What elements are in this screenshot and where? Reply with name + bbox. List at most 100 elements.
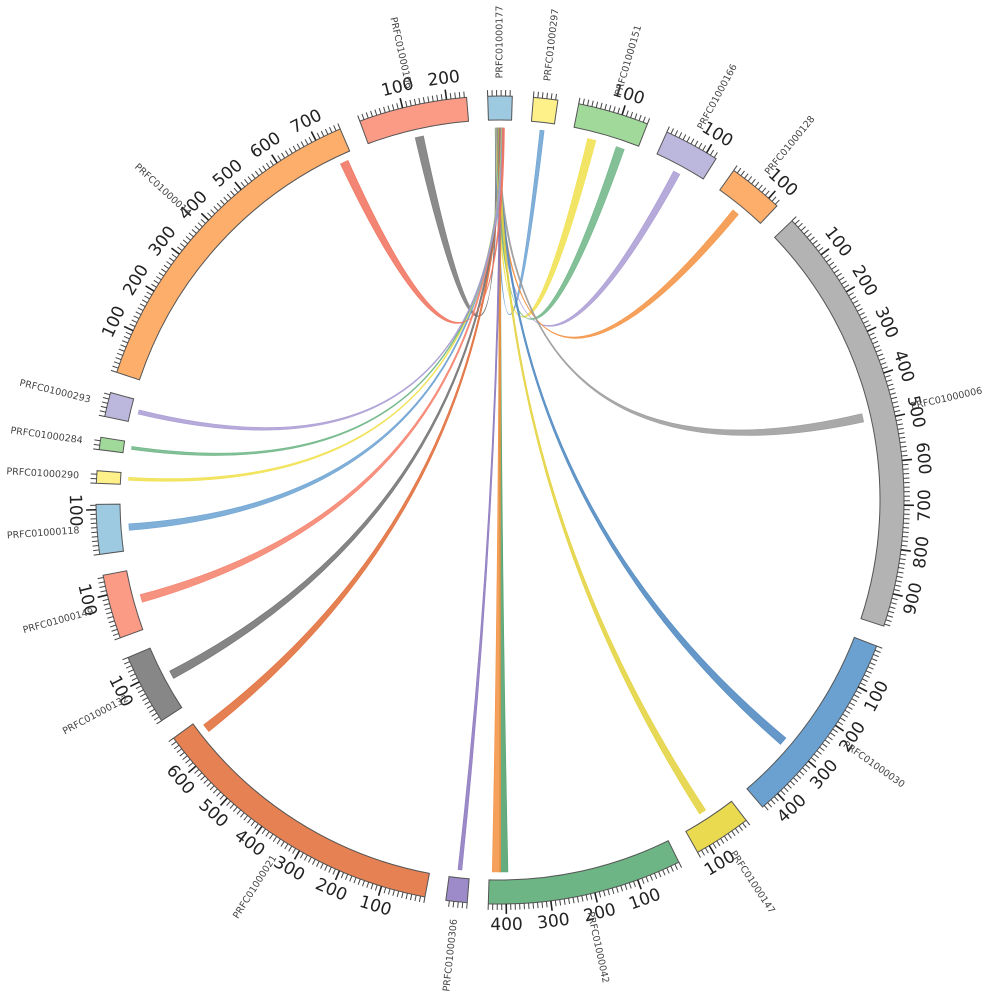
minor-tick — [236, 809, 242, 815]
ticks-layer — [86, 89, 914, 914]
major-tick — [310, 131, 317, 141]
minor-tick — [440, 94, 443, 101]
minor-tick — [251, 173, 256, 179]
minor-tick — [902, 463, 909, 466]
link-prfc01000290 — [128, 127, 504, 482]
chromosome-label-prfc01000297: PRFC01000297 — [542, 8, 561, 82]
minor-tick — [853, 694, 860, 699]
minor-tick — [269, 160, 274, 166]
minor-tick — [690, 138, 695, 145]
minor-tick — [258, 168, 263, 174]
minor-tick — [328, 866, 332, 873]
minor-tick — [774, 199, 780, 205]
segment-prfc01000014 — [116, 128, 351, 381]
minor-tick — [902, 535, 909, 538]
major-tick — [219, 797, 228, 806]
minor-tick — [262, 165, 267, 171]
minor-tick — [789, 780, 795, 786]
minor-tick — [111, 628, 118, 632]
minor-tick — [847, 705, 853, 710]
minor-tick — [537, 902, 539, 909]
minor-tick — [161, 268, 167, 273]
minor-tick — [653, 873, 658, 880]
minor-tick — [818, 247, 824, 252]
tick-label: 100 — [626, 885, 663, 915]
minor-tick — [832, 728, 839, 733]
minor-tick — [244, 179, 249, 185]
tick-label: 700 — [287, 105, 325, 138]
major-tick — [883, 369, 894, 374]
segment-prfc01000042 — [487, 840, 680, 905]
minor-tick — [742, 822, 747, 829]
minor-tick — [239, 812, 245, 818]
minor-tick — [888, 610, 895, 614]
minor-tick — [93, 448, 100, 451]
minor-tick — [848, 292, 854, 297]
tick-label: 200 — [426, 67, 461, 91]
minor-tick — [537, 91, 539, 98]
minor-tick — [842, 713, 848, 718]
tick-label: 600 — [162, 761, 198, 799]
minor-tick — [773, 796, 779, 802]
minor-tick — [431, 95, 434, 102]
minor-tick — [414, 895, 417, 902]
minor-tick — [716, 840, 721, 847]
minor-tick — [149, 708, 155, 713]
minor-tick — [819, 746, 825, 752]
minor-tick — [555, 93, 558, 100]
links-layer — [128, 127, 865, 873]
minor-tick — [678, 132, 683, 139]
minor-tick — [865, 324, 871, 328]
minor-tick — [230, 190, 235, 196]
minor-tick — [751, 178, 756, 185]
major-tick — [636, 879, 642, 890]
minor-tick — [824, 739, 831, 744]
major-tick — [377, 885, 383, 897]
link-prfc01000293 — [137, 127, 505, 431]
minor-tick — [122, 657, 129, 661]
minor-tick — [868, 332, 875, 336]
segment-prfc01000284 — [98, 436, 126, 454]
minor-tick — [115, 357, 122, 361]
tick-label: 300 — [536, 910, 571, 934]
minor-tick — [153, 716, 160, 721]
minor-tick — [686, 136, 691, 143]
minor-tick — [312, 859, 316, 865]
major-tick — [334, 870, 341, 881]
segment-prfc01000293 — [104, 391, 135, 423]
minor-tick — [209, 785, 215, 791]
chromosome-label-prfc01000030: PRFC01000030 — [841, 739, 907, 790]
minor-tick — [100, 590, 107, 593]
minor-tick — [841, 280, 847, 285]
minor-tick — [898, 432, 905, 435]
minor-tick — [324, 864, 328, 871]
minor-tick — [304, 139, 309, 145]
minor-tick — [337, 123, 341, 130]
major-tick — [255, 825, 263, 835]
minor-tick — [233, 187, 239, 193]
minor-tick — [200, 775, 206, 781]
minor-tick — [754, 181, 760, 188]
minor-tick — [265, 831, 270, 837]
minor-tick — [585, 894, 588, 901]
chromosome-label-prfc01000166: PRFC01000166 — [695, 62, 739, 131]
minor-tick — [611, 887, 615, 895]
minor-tick — [617, 107, 621, 114]
minor-tick — [894, 584, 901, 587]
minor-tick — [727, 833, 732, 839]
major-tick — [901, 458, 913, 462]
minor-tick — [176, 748, 182, 753]
chromosome-label-prfc01000177: PRFC01000177 — [495, 6, 506, 79]
minor-tick — [893, 589, 900, 592]
minor-tick — [889, 606, 896, 609]
minor-tick — [366, 881, 370, 888]
minor-tick — [365, 112, 369, 119]
minor-tick — [139, 693, 146, 698]
minor-tick — [179, 242, 186, 248]
minor-tick — [625, 110, 629, 117]
minor-tick — [662, 869, 666, 876]
minor-tick — [607, 889, 610, 896]
minor-tick — [229, 803, 235, 809]
minor-tick — [345, 874, 349, 880]
